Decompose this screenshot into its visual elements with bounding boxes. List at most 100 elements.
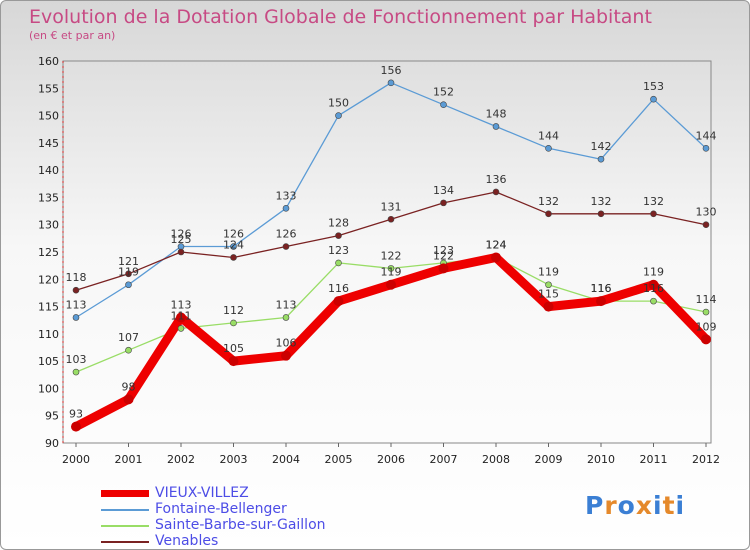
data-label: 116 <box>328 282 349 295</box>
data-point <box>545 210 552 218</box>
data-point <box>125 281 132 289</box>
data-point <box>597 155 605 163</box>
data-point <box>545 281 552 289</box>
data-label: 126 <box>171 228 192 241</box>
x-tick-label: 2000 <box>62 453 90 466</box>
data-point <box>701 334 711 345</box>
data-label: 122 <box>433 249 454 262</box>
data-point <box>440 101 447 108</box>
y-tick-label: 115 <box>38 301 59 314</box>
data-point <box>282 205 290 212</box>
y-tick-label: 120 <box>38 273 59 286</box>
data-label: 118 <box>66 271 87 284</box>
data-label: 123 <box>328 244 349 257</box>
data-point <box>71 421 81 432</box>
legend-swatch <box>101 509 149 511</box>
data-label: 119 <box>538 266 559 279</box>
data-label: 114 <box>696 293 717 306</box>
x-tick-label: 2004 <box>272 453 300 466</box>
y-tick-label: 105 <box>38 355 59 368</box>
chart-subtitle: (en € et par an) <box>29 29 116 42</box>
data-label: 113 <box>171 298 192 311</box>
data-label: 119 <box>118 266 139 279</box>
data-label: 93 <box>69 408 83 421</box>
axes: 90 95 100 105 110 115 120 125 130 135 140 145 150 155… <box>38 55 720 466</box>
data-point <box>492 123 500 130</box>
data-point <box>387 265 395 272</box>
x-tick-label: 2008 <box>482 453 510 466</box>
legend-swatch <box>101 490 149 497</box>
proxiti-logo: Proxiti <box>585 491 685 520</box>
y-tick-label: 100 <box>38 382 59 395</box>
data-point <box>72 286 80 294</box>
data-point <box>386 279 396 290</box>
logo-letter: i <box>675 491 686 520</box>
data-point <box>281 350 291 361</box>
x-tick-label: 2001 <box>115 453 143 466</box>
data-point <box>702 145 710 152</box>
legend-label: Fontaine-Bellenger <box>155 501 287 517</box>
data-point <box>123 394 134 405</box>
legend-swatch <box>101 525 149 527</box>
y-tick-label: 90 <box>45 437 59 450</box>
y-tick-label: 110 <box>38 328 59 341</box>
data-label: 112 <box>223 304 244 317</box>
y-tick-label: 160 <box>38 55 59 68</box>
data-point <box>125 270 132 278</box>
data-label: 152 <box>433 86 454 99</box>
legend-swatch <box>101 541 149 543</box>
data-point <box>230 243 237 250</box>
data-label: 128 <box>328 217 349 230</box>
logo-letter: x <box>635 491 653 520</box>
data-label: 153 <box>643 80 664 93</box>
data-point <box>702 308 710 316</box>
data-point <box>333 296 344 307</box>
data-label: 150 <box>328 97 349 110</box>
chart-title: Evolution de la Dotation Globale de Fonc… <box>29 6 652 28</box>
data-label: 107 <box>118 331 139 344</box>
data-label: 121 <box>118 255 139 268</box>
logo-letter: r <box>604 491 618 520</box>
legend-label: Sainte-Barbe-sur-Gaillon <box>155 517 326 533</box>
data-label: 156 <box>381 64 402 77</box>
x-tick-label: 2009 <box>535 453 563 466</box>
data-point <box>650 210 657 218</box>
data-label: 119 <box>381 266 402 279</box>
legend-label: VIEUX-VILLEZ <box>155 485 249 501</box>
y-tick-label: 95 <box>45 410 59 423</box>
y-tick-label: 140 <box>38 164 59 177</box>
data-label: 109 <box>696 320 717 333</box>
logo-letter: o <box>617 491 636 520</box>
data-label: 144 <box>538 129 559 142</box>
data-point <box>230 319 237 327</box>
data-label: 105 <box>223 342 244 355</box>
data-label: 103 <box>66 353 87 366</box>
data-point <box>387 215 395 223</box>
y-tick-label: 135 <box>38 191 59 204</box>
data-label: 122 <box>381 249 402 262</box>
data-point <box>228 356 239 367</box>
data-point <box>492 188 500 196</box>
data-label: 119 <box>643 266 664 279</box>
x-tick-label: 2006 <box>377 453 405 466</box>
data-label: 144 <box>696 129 717 142</box>
data-point <box>72 368 80 376</box>
y-tick-label: 130 <box>38 219 59 232</box>
data-label: 126 <box>276 228 297 241</box>
series-points <box>71 79 711 432</box>
data-label: 111 <box>171 309 192 322</box>
data-label: 126 <box>223 228 244 241</box>
data-point <box>650 95 657 103</box>
data-label: 132 <box>538 195 559 208</box>
y-tick-label: 145 <box>38 137 59 150</box>
logo-letter: i <box>653 491 663 520</box>
data-label: 132 <box>591 195 612 208</box>
data-label: 124 <box>486 238 507 251</box>
data-point <box>335 259 342 267</box>
data-point <box>543 301 554 312</box>
data-label: 116 <box>643 282 664 295</box>
data-point <box>702 221 710 229</box>
data-point <box>282 243 290 250</box>
